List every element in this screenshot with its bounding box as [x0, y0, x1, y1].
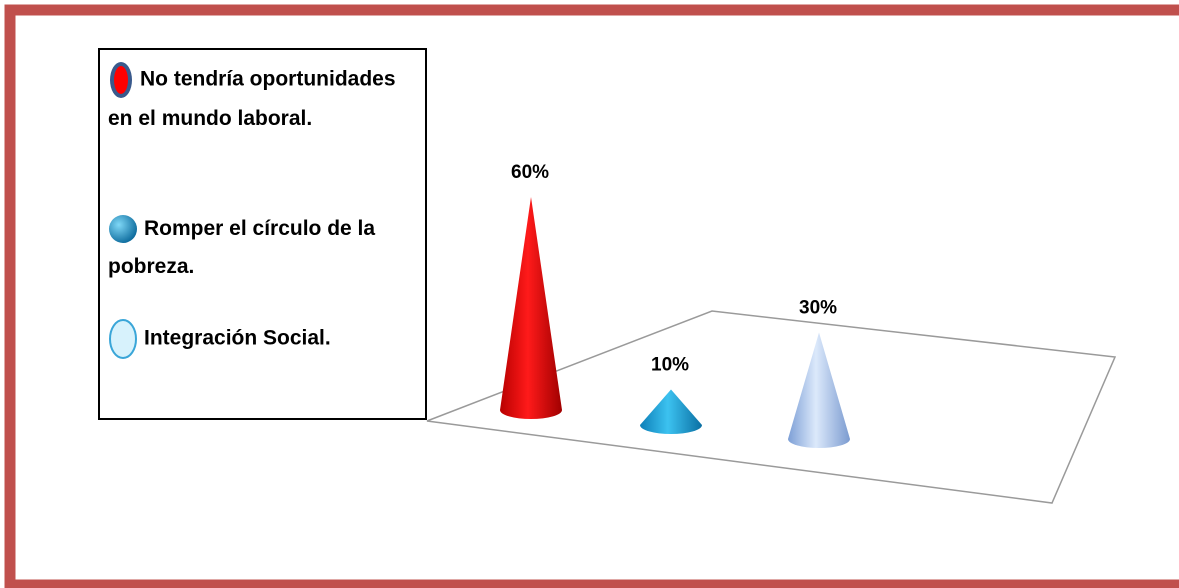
legend-label-0: No tendría oportunidades en el mundo lab…	[108, 67, 396, 130]
data-label-30: 30%	[799, 298, 837, 319]
light-blue-oval-icon	[109, 319, 137, 359]
blue-sphere-icon	[109, 215, 137, 244]
frame-border	[4, 4, 1179, 588]
data-label-60: 60%	[511, 162, 549, 183]
legend-item-no-oportunidades: No tendría oportunidades en el mundo lab…	[108, 60, 408, 138]
legend-label-2: Integración Social.	[144, 326, 331, 350]
legend-item-romper-circulo: Romper el círculo de la pobreza.	[108, 210, 408, 286]
cone-series: 60% 10% 30%	[500, 162, 850, 448]
data-label-10: 10%	[651, 355, 689, 376]
legend-item-integracion: Integración Social.	[108, 318, 408, 360]
cone-no-oportunidades	[500, 197, 562, 419]
chart-legend: No tendría oportunidades en el mundo lab…	[98, 48, 427, 420]
cone-romper-circulo	[640, 389, 702, 434]
legend-label-1: Romper el círculo de la pobreza.	[108, 217, 376, 278]
red-oval-icon	[110, 62, 132, 98]
cone-integracion	[788, 332, 850, 448]
chart-floor	[426, 310, 1117, 504]
